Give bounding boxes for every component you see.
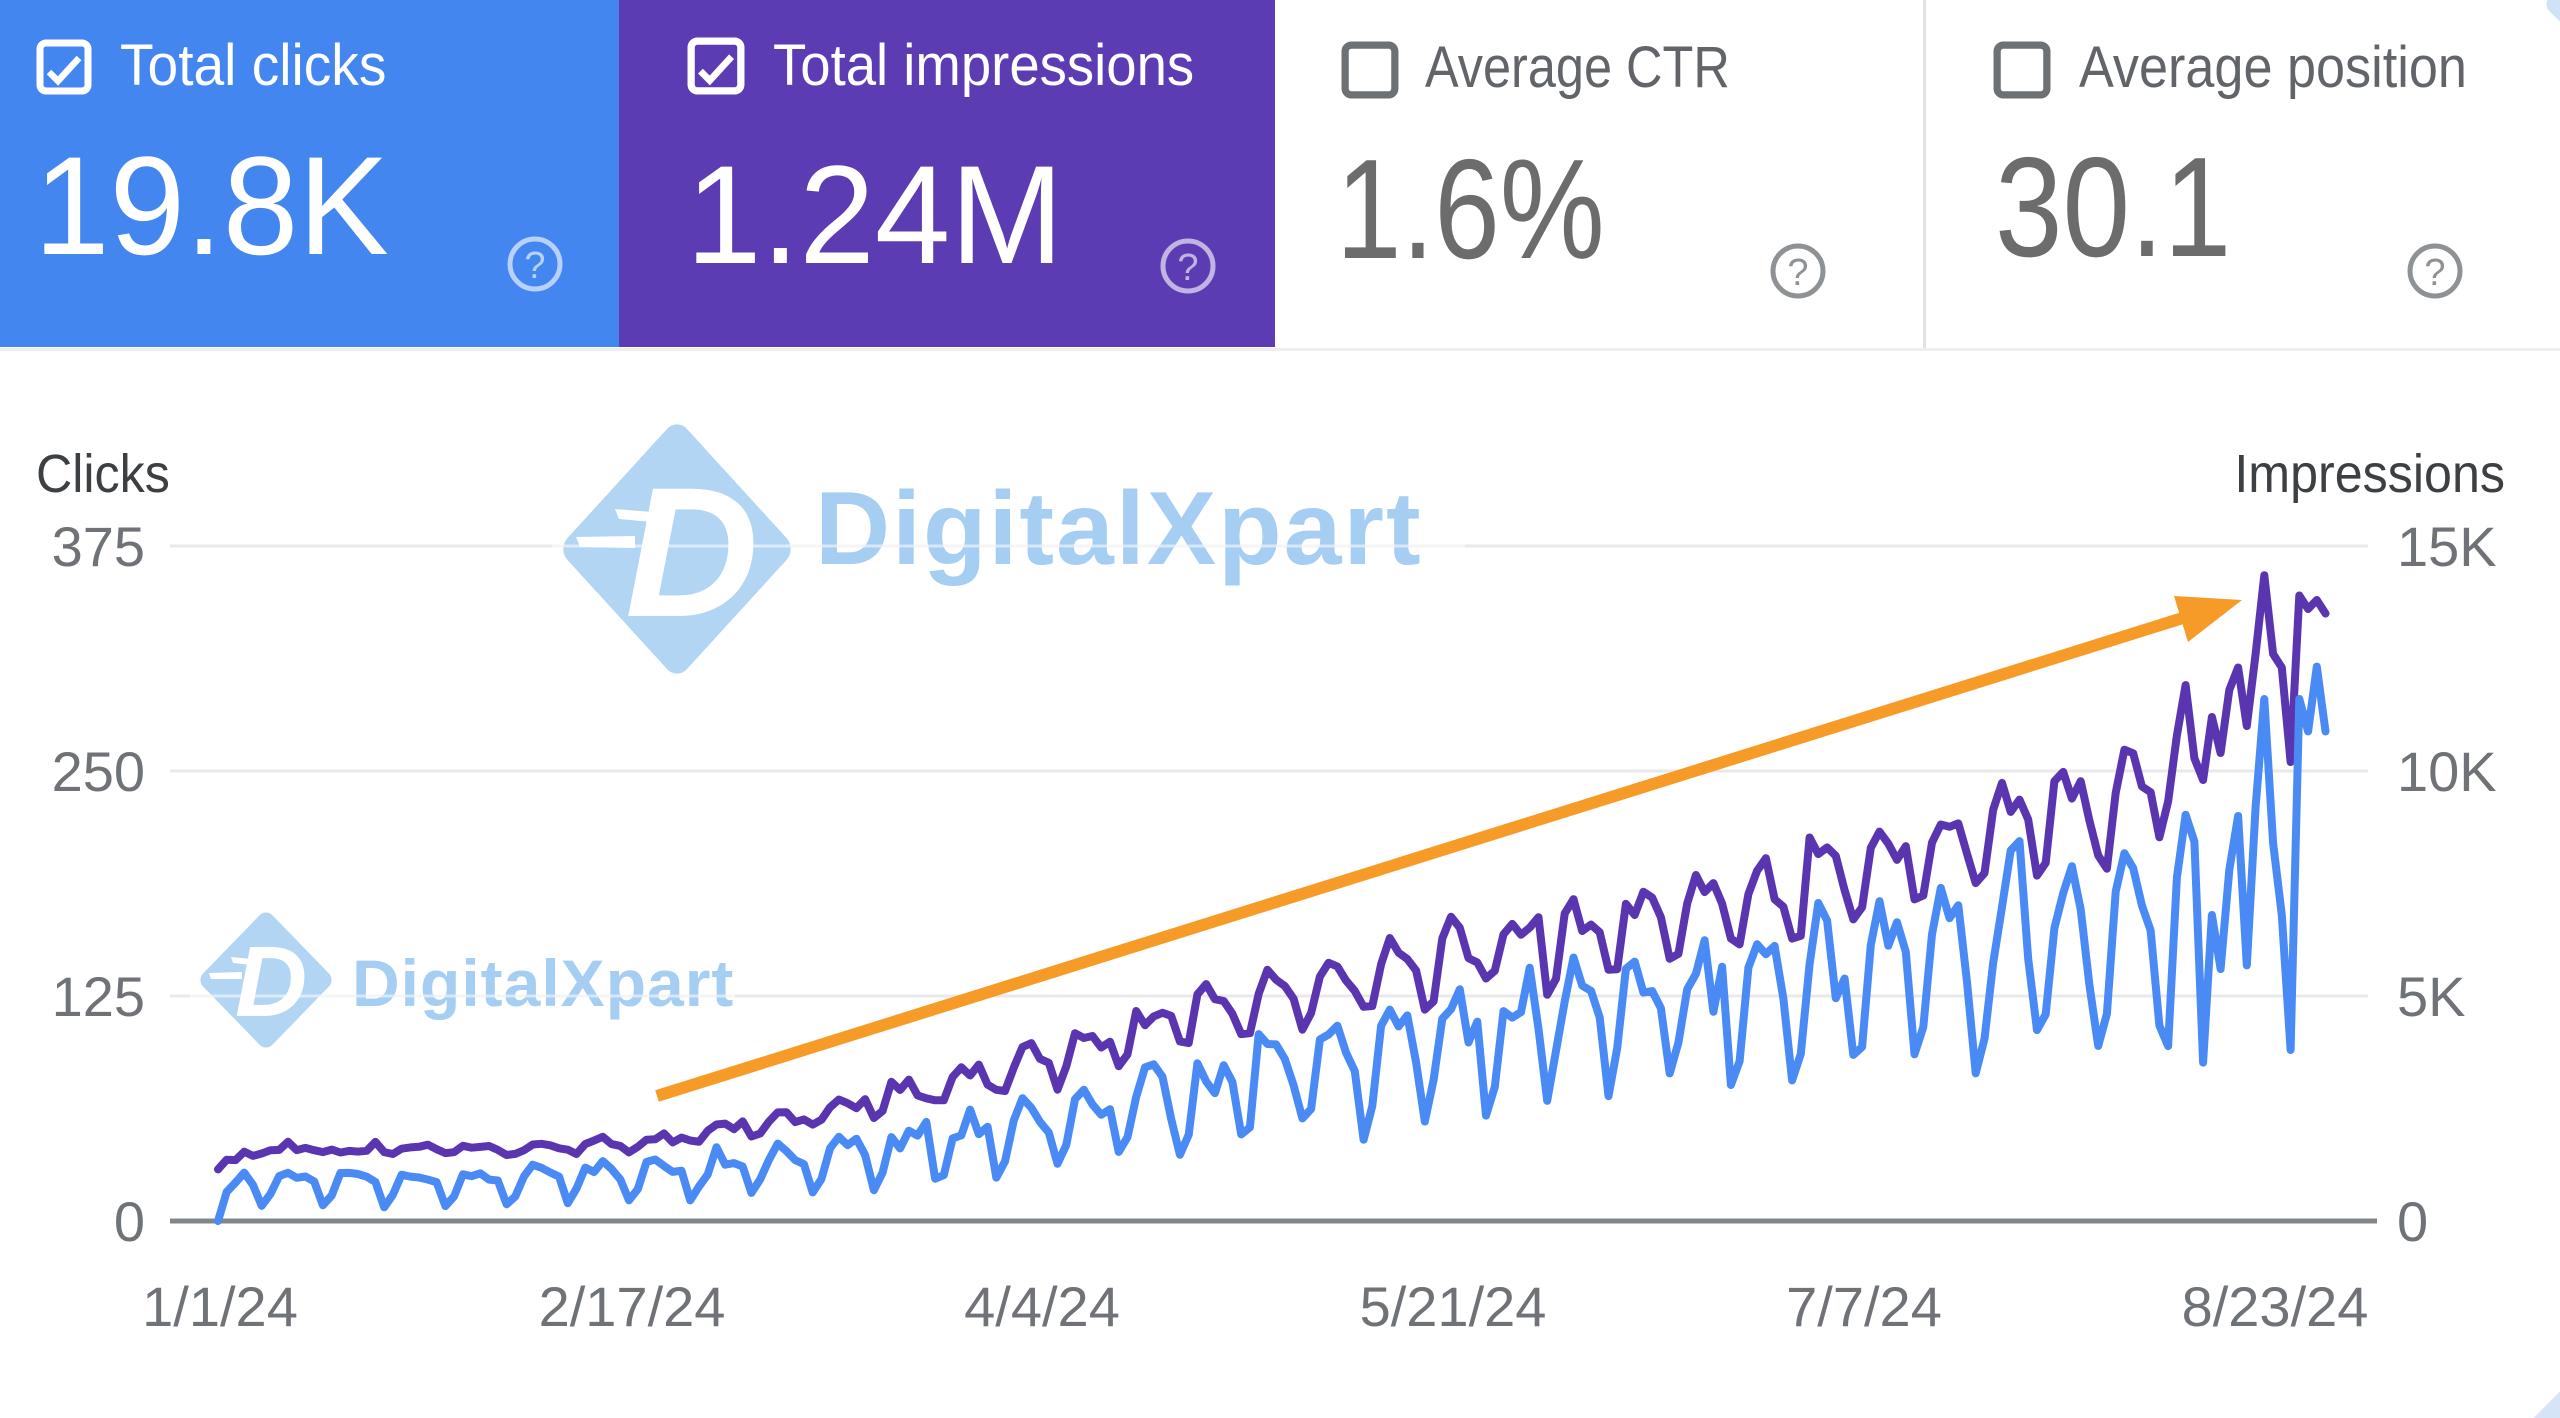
- svg-text:375: 375: [52, 515, 145, 578]
- svg-text:10K: 10K: [2397, 740, 2497, 803]
- svg-text:?: ?: [1177, 247, 1198, 289]
- svg-text:DigitalXpart: DigitalXpart: [815, 471, 1423, 587]
- svg-text:5/21/24: 5/21/24: [1360, 1275, 1547, 1338]
- svg-text:Clicks: Clicks: [36, 444, 170, 504]
- svg-text:0: 0: [2397, 1190, 2428, 1253]
- svg-text:4/4/24: 4/4/24: [964, 1275, 1120, 1338]
- svg-text:0: 0: [114, 1190, 145, 1253]
- svg-text:DigitalXpart: DigitalXpart: [352, 946, 734, 1020]
- svg-text:125: 125: [52, 965, 145, 1028]
- svg-text:1/1/24: 1/1/24: [142, 1275, 298, 1338]
- svg-text:7/7/24: 7/7/24: [1786, 1275, 1942, 1338]
- svg-text:D: D: [625, 450, 759, 656]
- svg-text:250: 250: [52, 740, 145, 803]
- svg-text:15K: 15K: [2397, 515, 2497, 578]
- svg-text:Impressions: Impressions: [2234, 444, 2505, 504]
- svg-text:?: ?: [524, 245, 545, 287]
- svg-text:D: D: [235, 926, 307, 1038]
- svg-text:2/17/24: 2/17/24: [539, 1275, 726, 1338]
- svg-text:5K: 5K: [2397, 965, 2466, 1028]
- svg-text:8/23/24: 8/23/24: [2182, 1275, 2369, 1338]
- svg-text:?: ?: [2424, 252, 2445, 294]
- svg-text:?: ?: [1787, 252, 1808, 294]
